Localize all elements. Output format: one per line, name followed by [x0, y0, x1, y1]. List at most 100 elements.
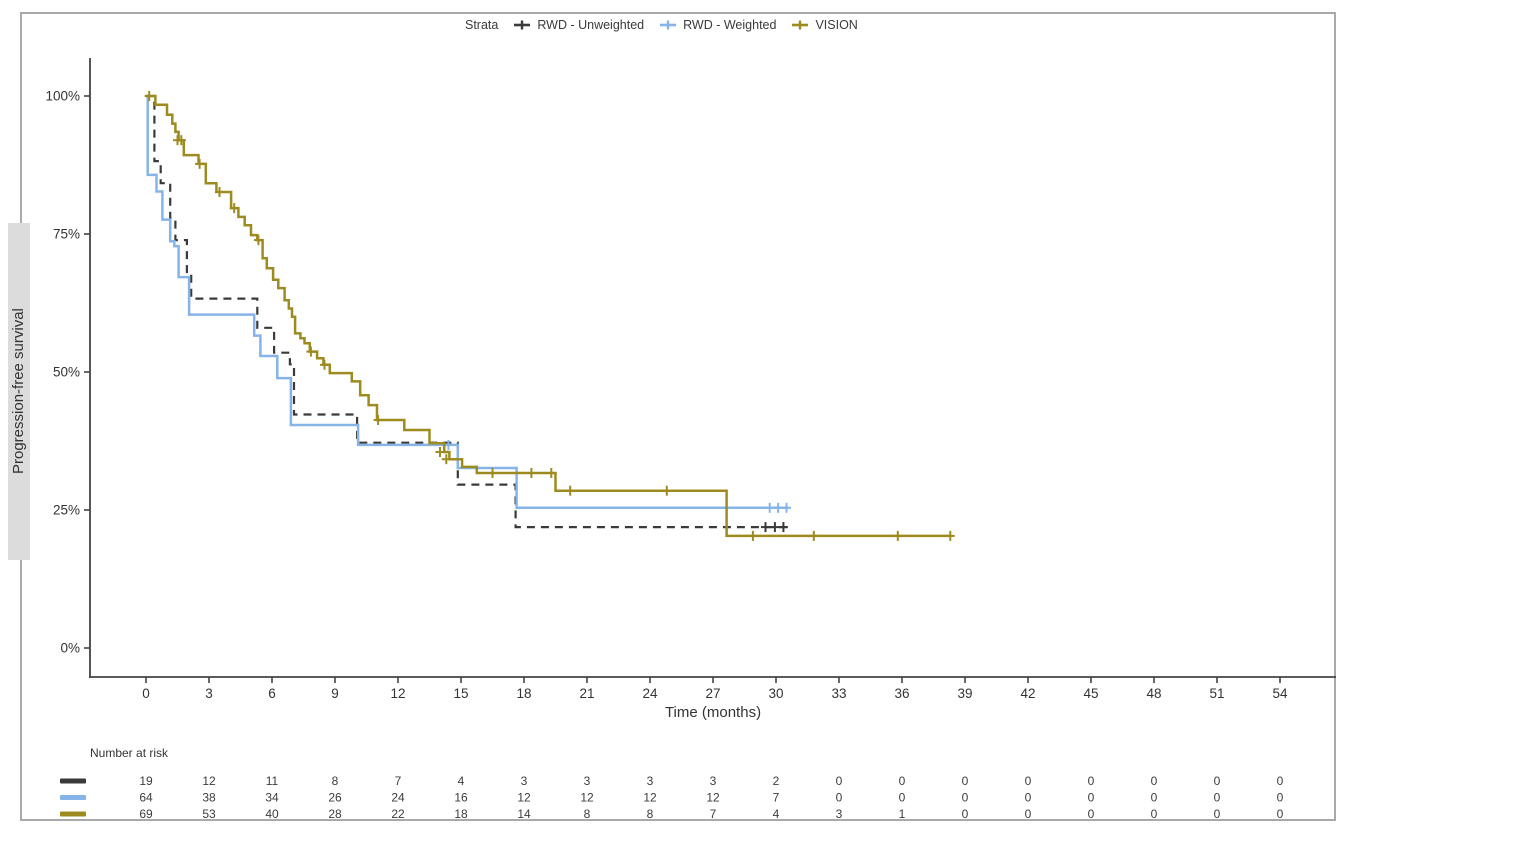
risk-count-rwd-unweighted: 4	[458, 774, 465, 788]
risk-count-rwd-weighted: 24	[391, 791, 405, 805]
risk-count-rwd-weighted: 64	[139, 791, 153, 805]
risk-count-rwd-unweighted: 0	[899, 774, 906, 788]
risk-count-rwd-unweighted: 11	[266, 774, 279, 788]
y-tick-label: 0%	[60, 641, 80, 656]
risk-count-rwd-weighted: 38	[202, 791, 216, 805]
figure-border	[20, 12, 1336, 821]
risk-count-rwd-unweighted: 8	[332, 774, 339, 788]
risk-table-title: Number at risk	[90, 746, 169, 760]
plus-censor-icon	[660, 20, 677, 30]
risk-count-rwd-unweighted: 3	[584, 774, 591, 788]
risk-count-vision: 0	[1214, 807, 1221, 821]
risk-count-vision: 22	[391, 807, 405, 821]
x-tick-label: 51	[1209, 686, 1224, 701]
x-tick-label: 39	[957, 686, 972, 701]
risk-count-rwd-weighted: 0	[1025, 791, 1032, 805]
x-tick-label: 30	[768, 686, 783, 701]
risk-row-key-rwd-weighted	[60, 795, 86, 800]
legend-item-rwd-weighted: RWD - Weighted	[659, 18, 776, 32]
x-tick-label: 42	[1020, 686, 1035, 701]
risk-count-vision: 14	[517, 807, 531, 821]
km-curve-rwd-unweighted	[146, 94, 791, 529]
risk-count-rwd-weighted: 0	[1088, 791, 1095, 805]
x-tick-label: 21	[579, 686, 594, 701]
risk-count-rwd-weighted: 0	[1151, 791, 1158, 805]
risk-count-rwd-weighted: 7	[773, 791, 780, 805]
x-tick-label: 33	[831, 686, 846, 701]
risk-count-vision: 0	[1088, 807, 1095, 821]
legend-label: RWD - Weighted	[683, 18, 777, 32]
x-axis-title: Time (months)	[664, 704, 762, 721]
risk-row-key-vision	[60, 811, 86, 817]
risk-count-rwd-unweighted: 0	[1088, 774, 1095, 788]
risk-count-vision: 0	[1151, 807, 1158, 821]
plus-censor-icon	[514, 20, 531, 30]
risk-count-rwd-weighted: 0	[836, 791, 843, 805]
risk-row-key-rwd-unweighted	[60, 778, 86, 784]
risk-count-vision: 0	[1025, 807, 1032, 821]
risk-count-rwd-unweighted: 3	[710, 774, 717, 788]
risk-count-rwd-unweighted: 2	[773, 774, 780, 788]
x-tick-label: 6	[268, 686, 276, 701]
risk-count-vision: 40	[265, 807, 279, 821]
legend-title: Strata	[465, 18, 499, 32]
risk-count-rwd-weighted: 0	[1214, 791, 1221, 805]
risk-count-rwd-weighted: 26	[328, 791, 342, 805]
risk-count-rwd-unweighted: 0	[1025, 774, 1032, 788]
x-tick-label: 12	[390, 686, 405, 701]
km-curve-rwd-weighted	[146, 94, 789, 510]
risk-count-rwd-weighted: 12	[643, 791, 657, 805]
legend-item-vision: VISION	[791, 18, 858, 32]
risk-count-rwd-weighted: 12	[580, 791, 594, 805]
risk-count-vision: 53	[202, 807, 216, 821]
x-tick-label: 0	[142, 686, 150, 701]
y-tick-label: 50%	[53, 365, 80, 380]
km-curve-vision	[146, 94, 951, 538]
risk-count-rwd-weighted: 34	[265, 791, 279, 805]
risk-count-rwd-unweighted: 12	[202, 774, 216, 788]
risk-count-vision: 3	[836, 807, 843, 821]
risk-count-rwd-unweighted: 3	[647, 774, 654, 788]
risk-count-rwd-unweighted: 0	[836, 774, 843, 788]
risk-count-rwd-unweighted: 3	[521, 774, 528, 788]
x-tick-label: 15	[453, 686, 468, 701]
legend-item-rwd-unweighted: RWD - Unweighted	[513, 18, 644, 32]
risk-count-rwd-weighted: 0	[899, 791, 906, 805]
x-tick-label: 24	[642, 686, 658, 701]
y-tick-label: 25%	[53, 503, 80, 518]
risk-count-rwd-unweighted: 0	[1277, 774, 1284, 788]
risk-count-rwd-unweighted: 0	[1151, 774, 1158, 788]
risk-count-rwd-weighted: 0	[962, 791, 969, 805]
y-tick-label: 100%	[45, 89, 80, 104]
risk-count-rwd-weighted: 0	[1277, 791, 1284, 805]
legend-label: VISION	[815, 18, 858, 32]
risk-count-vision: 69	[139, 807, 153, 821]
x-tick-label: 48	[1146, 686, 1161, 701]
x-tick-label: 54	[1272, 686, 1288, 701]
risk-count-rwd-weighted: 12	[706, 791, 720, 805]
x-tick-label: 36	[894, 686, 909, 701]
risk-count-rwd-unweighted: 0	[962, 774, 969, 788]
risk-count-vision: 0	[1277, 807, 1284, 821]
x-tick-label: 18	[516, 686, 531, 701]
risk-count-vision: 28	[328, 807, 342, 821]
legend-label: RWD - Unweighted	[537, 18, 645, 32]
x-tick-label: 27	[705, 686, 720, 701]
x-tick-label: 45	[1083, 686, 1098, 701]
risk-count-rwd-unweighted: 19	[139, 774, 153, 788]
risk-count-rwd-unweighted: 7	[395, 774, 402, 788]
risk-count-vision: 8	[584, 807, 591, 821]
y-tick-label: 75%	[53, 227, 80, 242]
plus-censor-icon	[792, 20, 809, 30]
legend: Strata RWD - Unweighted RWD - Weighted V…	[465, 14, 858, 36]
risk-count-rwd-weighted: 12	[517, 791, 531, 805]
x-tick-label: 9	[331, 686, 339, 701]
risk-count-vision: 7	[710, 807, 717, 821]
risk-count-rwd-unweighted: 0	[1214, 774, 1221, 788]
x-tick-label: 3	[205, 686, 213, 701]
risk-count-vision: 18	[454, 807, 468, 821]
risk-count-vision: 1	[899, 807, 906, 821]
risk-count-rwd-weighted: 16	[454, 791, 468, 805]
